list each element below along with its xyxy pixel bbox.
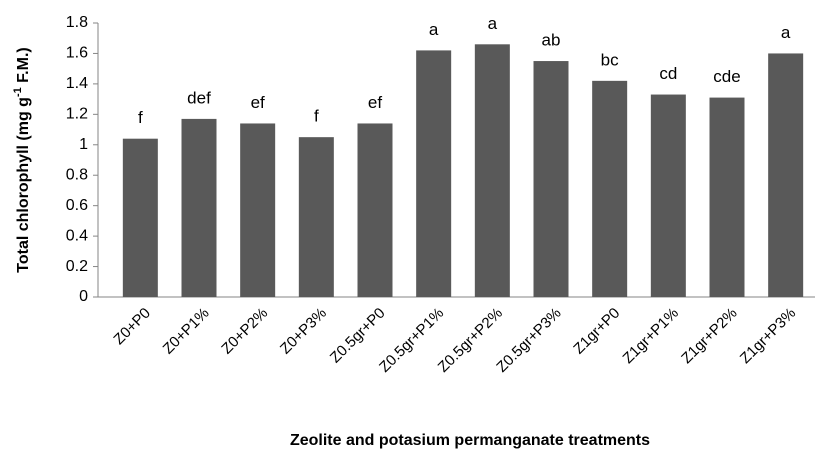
- bar: [357, 123, 393, 297]
- y-tick-label: 1.4: [66, 75, 88, 92]
- bar-annotation: ef: [251, 93, 265, 112]
- bar: [768, 53, 804, 297]
- y-axis-title-part: Total chlorophyll (mg g: [15, 97, 32, 273]
- y-axis-title: Total chlorophyll (mg g-1 F.M.): [12, 47, 32, 272]
- y-tick-label: 0.2: [66, 258, 88, 275]
- bar-annotation: ef: [368, 93, 382, 112]
- bar-annotation: cde: [713, 67, 740, 86]
- y-tick-label: 1.8: [66, 14, 88, 31]
- x-tick-label: Z1gr+P2%: [678, 305, 740, 367]
- y-tick-label: 0.4: [66, 227, 88, 244]
- bar: [122, 138, 158, 297]
- x-tick-label: Z0+P0: [110, 305, 154, 349]
- y-tick-label: 1.2: [66, 106, 88, 123]
- x-tick-label: Z0+P2%: [218, 305, 271, 358]
- y-tick-label: 0: [79, 288, 88, 305]
- x-axis-title: Zeolite and potasium permanganate treatm…: [290, 432, 650, 449]
- bar-annotation: f: [138, 108, 143, 127]
- bar: [533, 61, 569, 297]
- x-tick-label: Z0.5gr+P0: [327, 305, 389, 367]
- y-tick-label: 1: [79, 136, 88, 153]
- bar-annotation: cd: [659, 64, 677, 83]
- x-tick-label: Z0+P3%: [277, 305, 330, 358]
- bar-annotation: bc: [601, 50, 619, 69]
- x-tick-label: Z1gr+P0: [570, 305, 623, 358]
- bar-annotation: f: [314, 107, 319, 126]
- bar: [650, 94, 686, 298]
- y-tick-label: 0.6: [66, 197, 88, 214]
- bar: [474, 44, 510, 297]
- bar: [240, 123, 276, 297]
- bar: [416, 50, 452, 298]
- bar: [592, 80, 628, 297]
- bar: [181, 118, 217, 298]
- bar-annotation: a: [429, 20, 439, 39]
- x-tick-label: Z0+P1%: [160, 305, 213, 358]
- y-tick-label: 1.6: [66, 45, 88, 62]
- bar-annotation: a: [781, 23, 791, 42]
- bar-annotation: ab: [542, 31, 561, 50]
- bar-annotation: a: [488, 14, 498, 33]
- y-axis-title-part: F.M.): [15, 47, 32, 87]
- bar: [298, 137, 334, 297]
- x-tick-label: Z1gr+P1%: [620, 305, 682, 367]
- x-tick-label: Z1gr+P3%: [737, 305, 799, 367]
- bar-annotation: def: [187, 88, 211, 107]
- bar: [709, 97, 745, 297]
- y-tick-label: 0.8: [66, 166, 88, 183]
- y-axis-title-sup: -1: [12, 87, 24, 97]
